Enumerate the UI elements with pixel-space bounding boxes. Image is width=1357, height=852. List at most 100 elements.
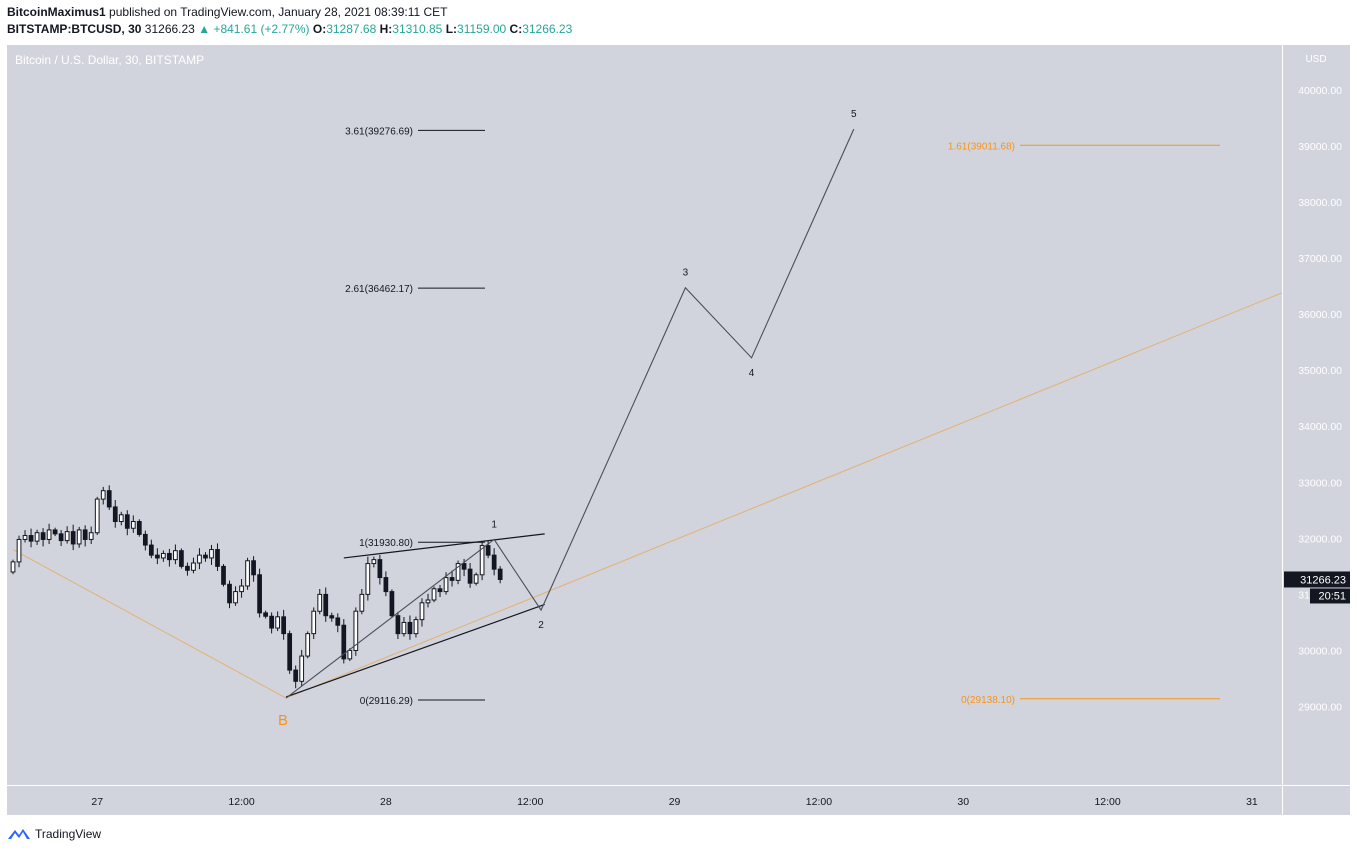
author-name[interactable]: BitcoinMaximus1: [7, 5, 106, 19]
candle: [251, 556, 256, 582]
price-tick-label: 36000.00: [1298, 309, 1342, 321]
wave-label-2: 2: [538, 620, 544, 631]
candle-body: [269, 615, 274, 629]
price-tick-label: 37000.00: [1298, 253, 1342, 265]
candle: [233, 586, 238, 606]
wave-label-1: 1: [491, 519, 497, 530]
candle-body: [371, 559, 377, 565]
candle: [293, 665, 299, 689]
symbol-label: BITSTAMP:BTCUSD, 30: [7, 22, 142, 36]
ticker-row: BITSTAMP:BTCUSD, 30 31266.23 ▲ +841.61 (…: [7, 21, 572, 37]
candle-body: [281, 616, 287, 635]
candle: [245, 557, 250, 590]
candle-body: [251, 560, 256, 576]
candle-body: [305, 633, 311, 657]
price-tick-label: 39000.00: [1298, 141, 1342, 153]
candle: [130, 515, 136, 533]
candle-body: [233, 591, 238, 604]
candle: [76, 526, 82, 548]
candle: [148, 539, 154, 559]
price-axis[interactable]: [1282, 45, 1350, 785]
candle-body: [485, 545, 491, 556]
candle-body: [154, 554, 160, 559]
candle: [22, 530, 28, 543]
time-tick-label: 28: [380, 796, 392, 808]
candle-body: [317, 593, 323, 612]
candle-body: [407, 621, 413, 635]
candle: [425, 593, 431, 608]
candle-body: [34, 532, 40, 542]
candle-body: [383, 577, 389, 593]
candle-body: [443, 577, 449, 593]
candle: [124, 510, 130, 536]
candle: [257, 568, 262, 618]
candle-body: [191, 562, 196, 571]
last-price-text: 31266.23: [1300, 574, 1346, 586]
candle: [215, 543, 220, 571]
drawings-layer: [285, 128, 1220, 701]
candle-body: [437, 588, 443, 593]
candle: [275, 611, 281, 632]
candle: [142, 530, 148, 551]
price-value: 31266.23: [144, 22, 195, 36]
candle: [28, 528, 34, 548]
wave-label-b: B: [278, 712, 288, 729]
candle: [64, 526, 70, 544]
candle: [34, 529, 40, 545]
elliott-wave-path[interactable]: [285, 128, 855, 699]
price-tags: 31266.23 20:51: [1284, 571, 1350, 604]
candle: [431, 586, 437, 603]
candle: [419, 598, 425, 627]
candle-body: [497, 568, 503, 580]
candle-body: [58, 533, 64, 542]
price-tick-label: 34000.00: [1298, 421, 1342, 433]
candle-body: [179, 550, 184, 567]
candle-body: [245, 560, 250, 587]
candle-body: [461, 563, 467, 570]
candle: [100, 486, 106, 505]
candle-body: [395, 615, 401, 635]
chart-pane[interactable]: [7, 45, 1282, 785]
price-tick-label: 30000.00: [1298, 645, 1342, 657]
candle-body: [76, 529, 82, 545]
candle-body: [365, 563, 371, 595]
candle-body: [215, 549, 220, 567]
candle: [329, 612, 335, 622]
candle-body: [431, 588, 437, 601]
candle: [323, 587, 329, 622]
candle-body: [257, 574, 262, 614]
candle-body: [28, 535, 34, 542]
candle-body: [100, 490, 106, 500]
candle-body: [401, 621, 407, 635]
candle: [467, 563, 473, 588]
time-tick-label: 27: [91, 796, 103, 808]
candle: [94, 496, 100, 535]
last-price-tag: [1284, 571, 1350, 588]
candle-body: [173, 550, 178, 561]
currency-label: USD: [1305, 54, 1326, 65]
candle-body: [64, 531, 70, 542]
candle: [269, 612, 274, 634]
candle-body: [353, 610, 359, 651]
candle: [287, 630, 293, 674]
candle-body: [419, 602, 425, 621]
candle: [40, 528, 46, 547]
candle: [185, 562, 190, 576]
candle: [491, 548, 497, 576]
time-axis[interactable]: [7, 785, 1350, 815]
candle: [191, 557, 196, 574]
candle-body: [112, 506, 118, 523]
footer[interactable]: TradingView: [7, 823, 101, 845]
time-tick-label: 12:00: [806, 796, 832, 808]
wedge-lower-line[interactable]: [285, 603, 545, 698]
wedge-upper-line[interactable]: [343, 533, 545, 559]
candle-body: [221, 565, 226, 585]
candle: [239, 579, 244, 598]
candle: [173, 544, 178, 565]
candle: [52, 527, 58, 537]
candle-body: [124, 514, 130, 529]
fib-level-label: 1(31930.80): [359, 538, 413, 549]
candle-body: [197, 554, 202, 564]
candle-body: [389, 591, 395, 617]
